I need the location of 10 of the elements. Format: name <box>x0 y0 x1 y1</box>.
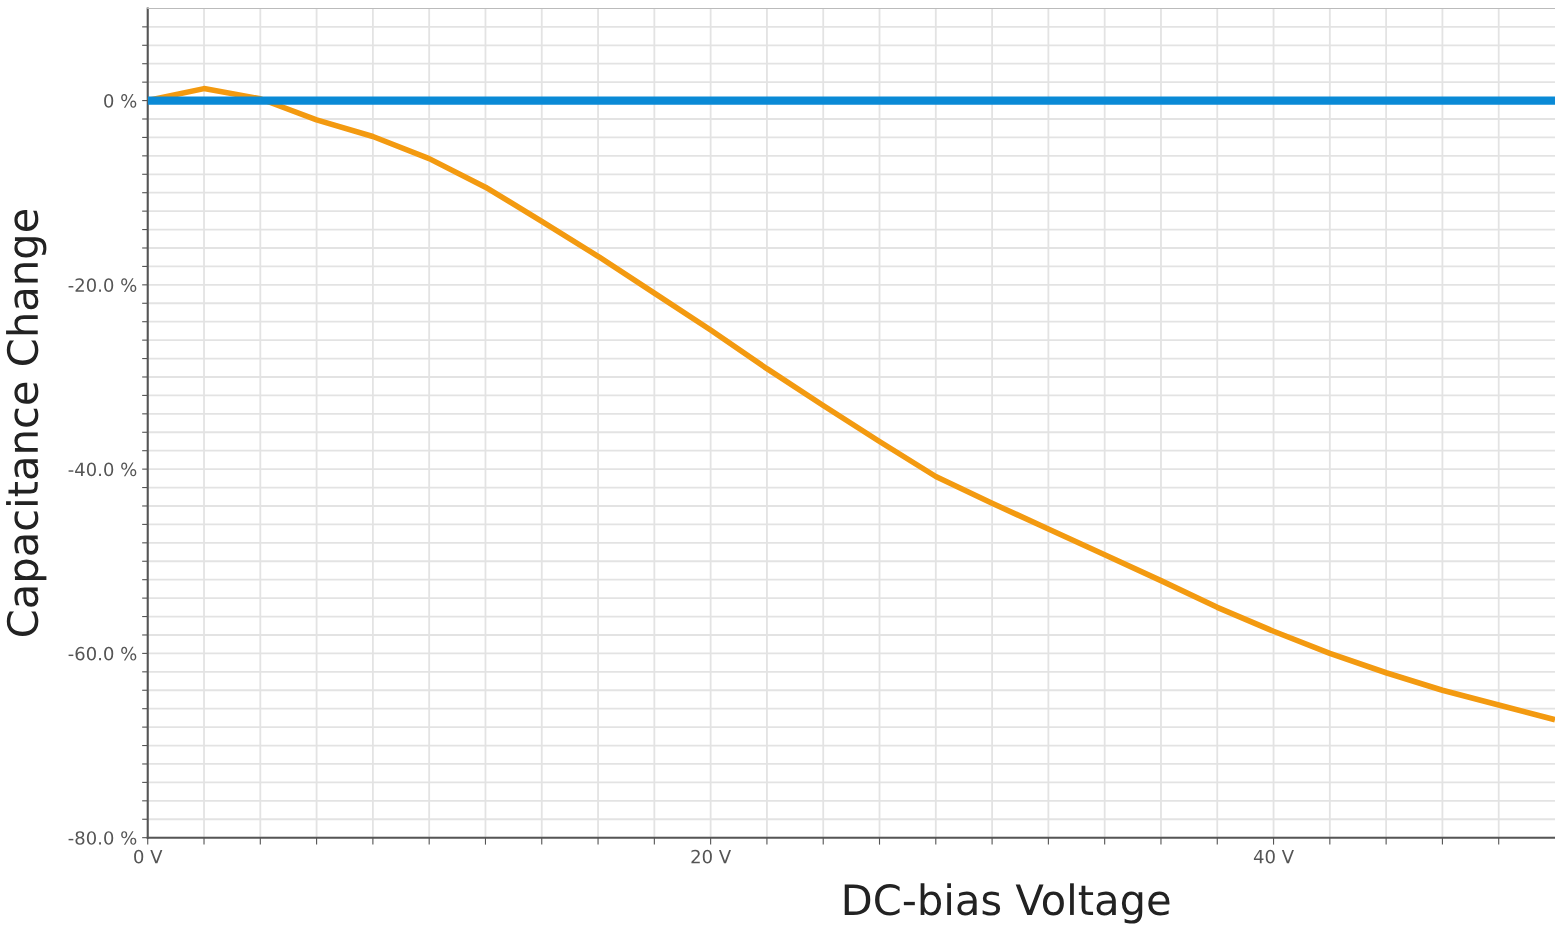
y-tick-label: -20.0 % <box>68 278 137 292</box>
x-tick-label: 40 V <box>1253 849 1294 864</box>
y-axis-title: Capacitance Change <box>6 209 47 637</box>
x-tick-label: 20 V <box>691 849 732 864</box>
y-tick-label: -40.0 % <box>68 462 137 477</box>
y-tick-label: 0 % <box>104 94 137 108</box>
y-tick-label: -60.0 % <box>68 646 137 661</box>
y-tick-label: -80.0 % <box>68 831 137 845</box>
x-tick-label: 0 V <box>134 849 163 864</box>
x-axis-title: DC-bias Voltage <box>844 883 1170 924</box>
